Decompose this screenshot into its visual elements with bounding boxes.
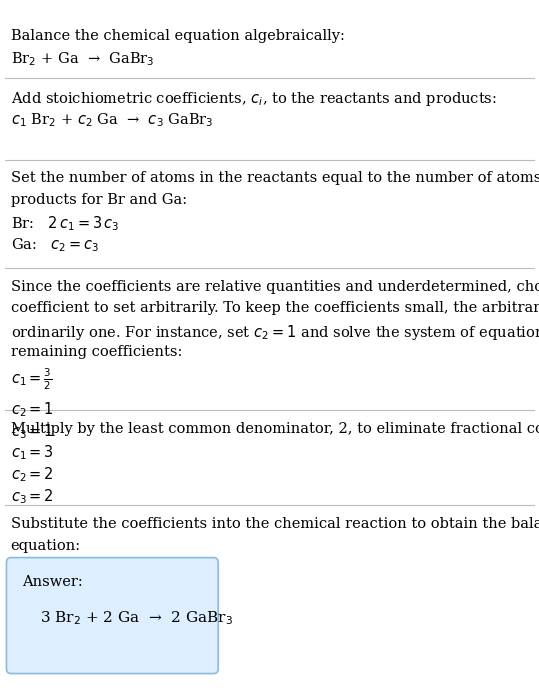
- Text: Multiply by the least common denominator, 2, to eliminate fractional coefficient: Multiply by the least common denominator…: [11, 422, 539, 436]
- Text: $c_2 = 1$: $c_2 = 1$: [11, 400, 53, 419]
- Text: coefficient to set arbitrarily. To keep the coefficients small, the arbitrary va: coefficient to set arbitrarily. To keep …: [11, 301, 539, 316]
- Text: Balance the chemical equation algebraically:: Balance the chemical equation algebraica…: [11, 28, 344, 43]
- FancyBboxPatch shape: [6, 558, 218, 673]
- Text: Br:   $2\,c_1 = 3\,c_3$: Br: $2\,c_1 = 3\,c_3$: [11, 215, 119, 233]
- Text: remaining coefficients:: remaining coefficients:: [11, 345, 182, 358]
- Text: $c_1$ Br$_2$ + $c_2$ Ga  →  $c_3$ GaBr$_3$: $c_1$ Br$_2$ + $c_2$ Ga → $c_3$ GaBr$_3$: [11, 111, 213, 129]
- Text: $c_1 = \frac{3}{2}$: $c_1 = \frac{3}{2}$: [11, 366, 52, 392]
- Text: Set the number of atoms in the reactants equal to the number of atoms in the: Set the number of atoms in the reactants…: [11, 171, 539, 185]
- Text: $c_3 = 2$: $c_3 = 2$: [11, 487, 53, 506]
- Text: Answer:: Answer:: [22, 575, 83, 589]
- Text: Add stoichiometric coefficients, $c_i$, to the reactants and products:: Add stoichiometric coefficients, $c_i$, …: [11, 90, 496, 108]
- Text: ordinarily one. For instance, set $c_2 = 1$ and solve the system of equations fo: ordinarily one. For instance, set $c_2 =…: [11, 323, 539, 342]
- Text: Since the coefficients are relative quantities and underdetermined, choose a: Since the coefficients are relative quan…: [11, 280, 539, 293]
- Text: equation:: equation:: [11, 538, 81, 553]
- Text: Substitute the coefficients into the chemical reaction to obtain the balanced: Substitute the coefficients into the che…: [11, 517, 539, 531]
- Text: products for Br and Ga:: products for Br and Ga:: [11, 193, 187, 207]
- Text: $c_3 = 1$: $c_3 = 1$: [11, 422, 53, 441]
- Text: Br$_2$ + Ga  →  GaBr$_3$: Br$_2$ + Ga → GaBr$_3$: [11, 51, 154, 68]
- Text: $c_2 = 2$: $c_2 = 2$: [11, 465, 53, 484]
- Text: $c_1 = 3$: $c_1 = 3$: [11, 444, 54, 462]
- Text: 3 Br$_2$ + 2 Ga  →  2 GaBr$_3$: 3 Br$_2$ + 2 Ga → 2 GaBr$_3$: [40, 609, 233, 627]
- Text: Ga:   $c_2 = c_3$: Ga: $c_2 = c_3$: [11, 236, 99, 254]
